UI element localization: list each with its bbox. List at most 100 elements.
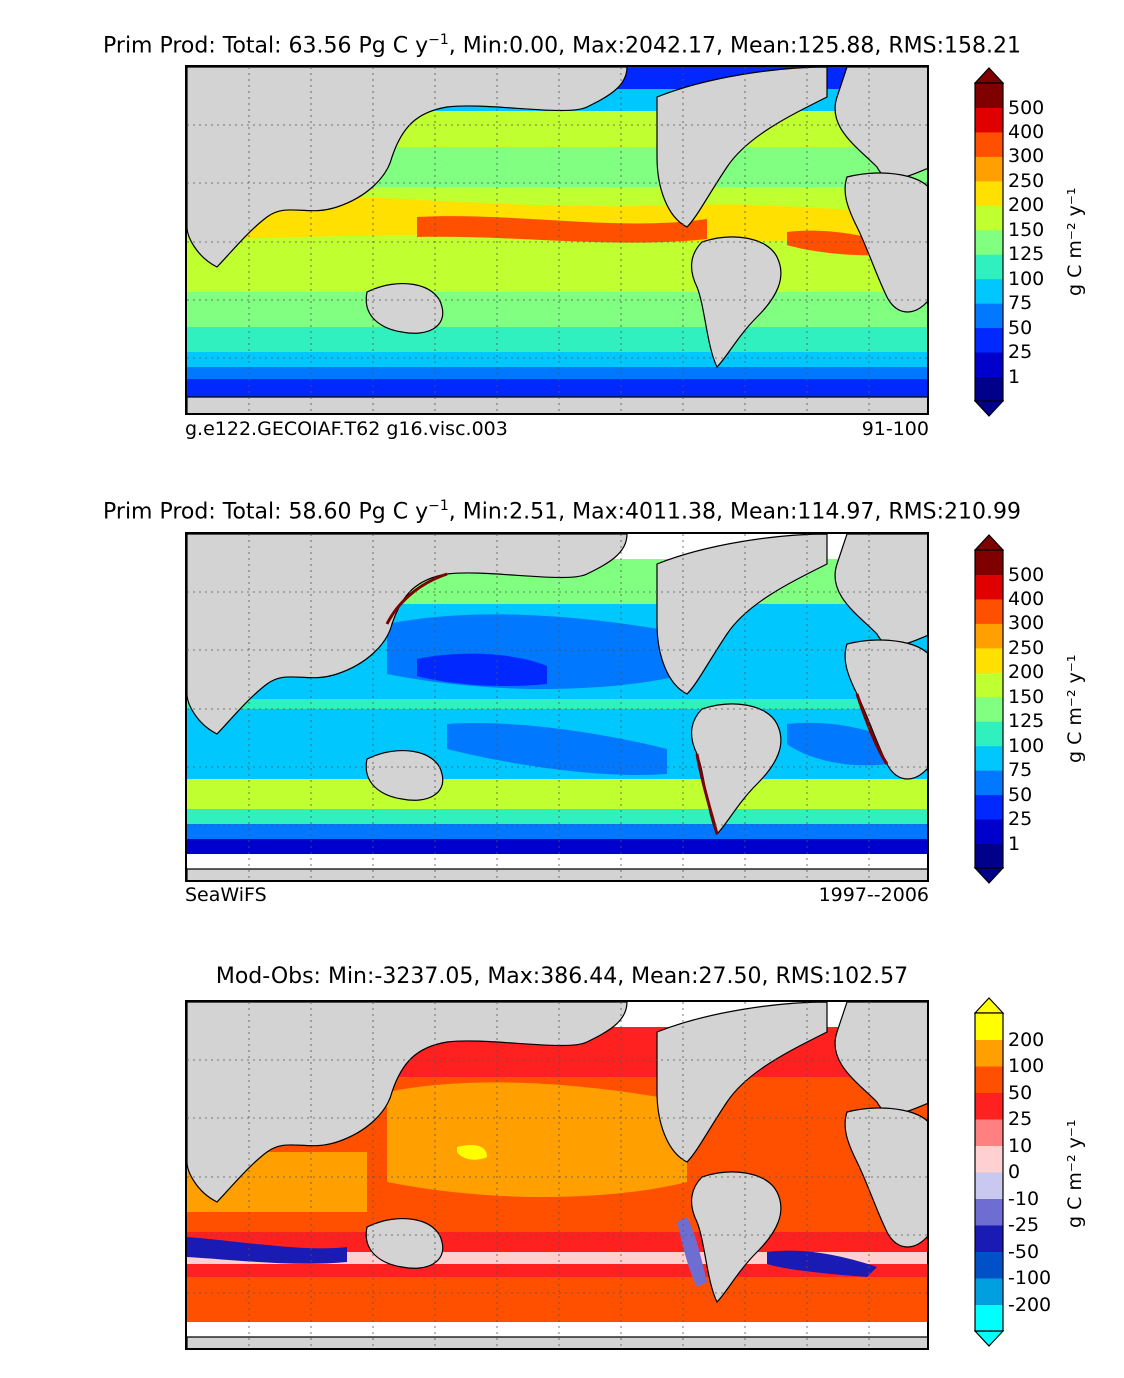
colorbar-segment (975, 1278, 1003, 1305)
colorbar-tick-label: 150 (1008, 218, 1045, 241)
colorbar-segment (975, 352, 1003, 378)
colorbar-tick-label: 200 (1008, 1028, 1045, 1051)
colorbar-under-arrow (974, 1330, 1004, 1347)
colorbar-tick-label: 1 (1008, 365, 1021, 388)
colorbar-segment (975, 721, 1003, 747)
colorbar-segment (975, 696, 1003, 722)
colorbar-tick-label: 400 (1008, 120, 1045, 143)
colorbar-over-arrow (974, 67, 1004, 84)
panel-1-caption-right: 91-100 (861, 418, 929, 440)
colorbar-tick-label: 200 (1008, 661, 1045, 684)
colorbar-segment (975, 647, 1003, 673)
colorbar-segment (975, 819, 1003, 845)
colorbar-segment (975, 278, 1003, 304)
colorbar-tick-label: 300 (1008, 612, 1045, 635)
colorbar-frame (974, 1012, 1004, 1332)
colorbar-tick-label: 75 (1008, 759, 1033, 782)
colorbar-tick-label: 400 (1008, 587, 1045, 610)
panel-2-caption-left: SeaWiFS (185, 884, 267, 906)
panel-1-colorbar-unit: g C m⁻² y⁻¹ (1064, 187, 1086, 297)
colorbar-segment (975, 1119, 1003, 1146)
colorbar-tick-label: -25 (1008, 1214, 1040, 1236)
colorbar-tick-label: 100 (1008, 734, 1045, 757)
panel-1-caption-left: g.e122.GECOIAF.T62 g16.visc.003 (185, 418, 508, 440)
colorbar-tick-label: 250 (1008, 169, 1045, 192)
colorbar-segment (975, 1013, 1003, 1040)
colorbar-tick-label: 300 (1008, 145, 1045, 168)
colorbar-segment (975, 1066, 1003, 1093)
colorbar-under-arrow (974, 400, 1004, 417)
panel-2-colorbar-unit: g C m⁻² y⁻¹ (1064, 654, 1086, 764)
colorbar-segment (975, 1198, 1003, 1226)
colorbar-segment (975, 1225, 1003, 1252)
panel-2-colorbar (974, 534, 1004, 884)
colorbar-tick-label: 50 (1008, 783, 1033, 806)
colorbar-tick-label: 10 (1008, 1134, 1033, 1157)
colorbar-tick-label: 1 (1008, 832, 1021, 855)
colorbar-tick-label: 200 (1008, 194, 1045, 217)
colorbar-segment (975, 1039, 1003, 1067)
panel-1-map (185, 65, 929, 415)
colorbar-tick-label: 500 (1008, 96, 1045, 119)
colorbar-segment (975, 303, 1003, 329)
colorbar-segment (975, 156, 1003, 182)
colorbar-segment (975, 794, 1003, 820)
colorbar-frame (974, 549, 1004, 869)
colorbar-segment (975, 1251, 1003, 1279)
colorbar-segment (975, 745, 1003, 771)
colorbar-tick-label: 500 (1008, 563, 1045, 586)
panel-1-title: Prim Prod: Total: 63.56 Pg C y−1, Min:0.… (103, 32, 1021, 59)
colorbar-segment (975, 1172, 1003, 1199)
panel-2-map (185, 532, 929, 882)
colorbar-tick-label: 50 (1008, 1081, 1033, 1104)
colorbar-segment (975, 205, 1003, 231)
panel-2-caption-right: 1997--2006 (818, 884, 929, 906)
panel-2-map-graphic (187, 534, 927, 880)
colorbar-segment (975, 574, 1003, 600)
colorbar-tick-label: -200 (1008, 1293, 1052, 1316)
panel-1-map-graphic (187, 67, 927, 413)
colorbar-segment (975, 83, 1003, 108)
colorbar-tick-label: 50 (1008, 316, 1033, 339)
colorbar-segment (975, 131, 1003, 157)
panel-3-map-graphic (187, 1002, 927, 1348)
colorbar-segment (975, 254, 1003, 280)
colorbar-segment (975, 843, 1003, 869)
colorbar-segment (975, 598, 1003, 624)
colorbar-tick-label: 100 (1008, 267, 1045, 290)
colorbar-tick-label: 250 (1008, 636, 1045, 659)
colorbar-tick-label: 75 (1008, 292, 1033, 315)
colorbar-segment (975, 1304, 1003, 1332)
colorbar-tick-label: -50 (1008, 1240, 1040, 1263)
colorbar-segment (975, 1092, 1003, 1120)
colorbar-frame (974, 82, 1004, 402)
colorbar-segment (975, 1145, 1003, 1173)
colorbar-over-arrow (974, 534, 1004, 551)
colorbar-over-arrow (974, 997, 1004, 1014)
colorbar-tick-label: -100 (1008, 1267, 1052, 1289)
colorbar-segment (975, 672, 1003, 698)
panel-3-title: Mod-Obs: Min:-3237.05, Max:386.44, Mean:… (215, 964, 909, 989)
panel-2-title: Prim Prod: Total: 58.60 Pg C y−1, Min:2.… (103, 498, 1021, 525)
colorbar-segment (975, 550, 1003, 575)
panel-3-map (185, 1000, 929, 1350)
colorbar-segment (975, 770, 1003, 796)
colorbar-tick-label: -10 (1008, 1187, 1040, 1210)
panel-3-colorbar (974, 997, 1004, 1347)
colorbar-tick-label: 150 (1008, 685, 1045, 708)
colorbar-segment (975, 327, 1003, 353)
colorbar-tick-label: 100 (1008, 1055, 1045, 1077)
colorbar-tick-label: 25 (1008, 1108, 1033, 1130)
colorbar-segment (975, 180, 1003, 206)
colorbar-tick-label: 0 (1008, 1161, 1021, 1183)
panel-3-colorbar-unit: g C m⁻² y⁻¹ (1064, 1119, 1086, 1229)
colorbar-segment (975, 229, 1003, 255)
colorbar-under-arrow (974, 867, 1004, 884)
colorbar-segment (975, 376, 1003, 402)
colorbar-segment (975, 623, 1003, 649)
panel-1-colorbar (974, 67, 1004, 417)
colorbar-tick-label: 25 (1008, 808, 1033, 831)
colorbar-tick-label: 125 (1008, 710, 1045, 733)
colorbar-segment (975, 107, 1003, 133)
colorbar-tick-label: 125 (1008, 243, 1045, 266)
